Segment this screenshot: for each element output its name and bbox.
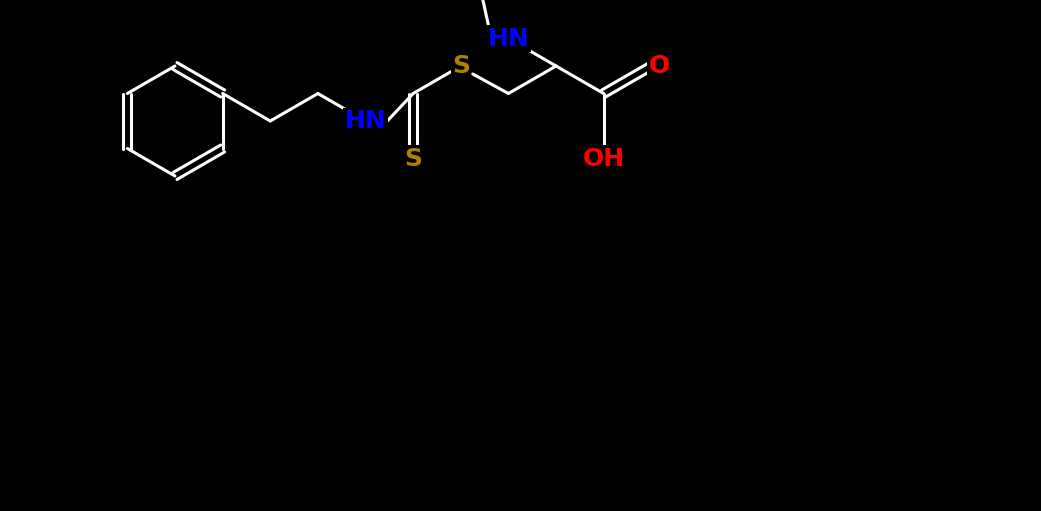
Text: O: O [649,54,670,78]
Text: HN: HN [487,27,529,51]
Text: HN: HN [345,109,386,133]
Text: S: S [404,147,423,171]
Text: S: S [452,54,469,78]
Text: OH: OH [583,147,625,171]
